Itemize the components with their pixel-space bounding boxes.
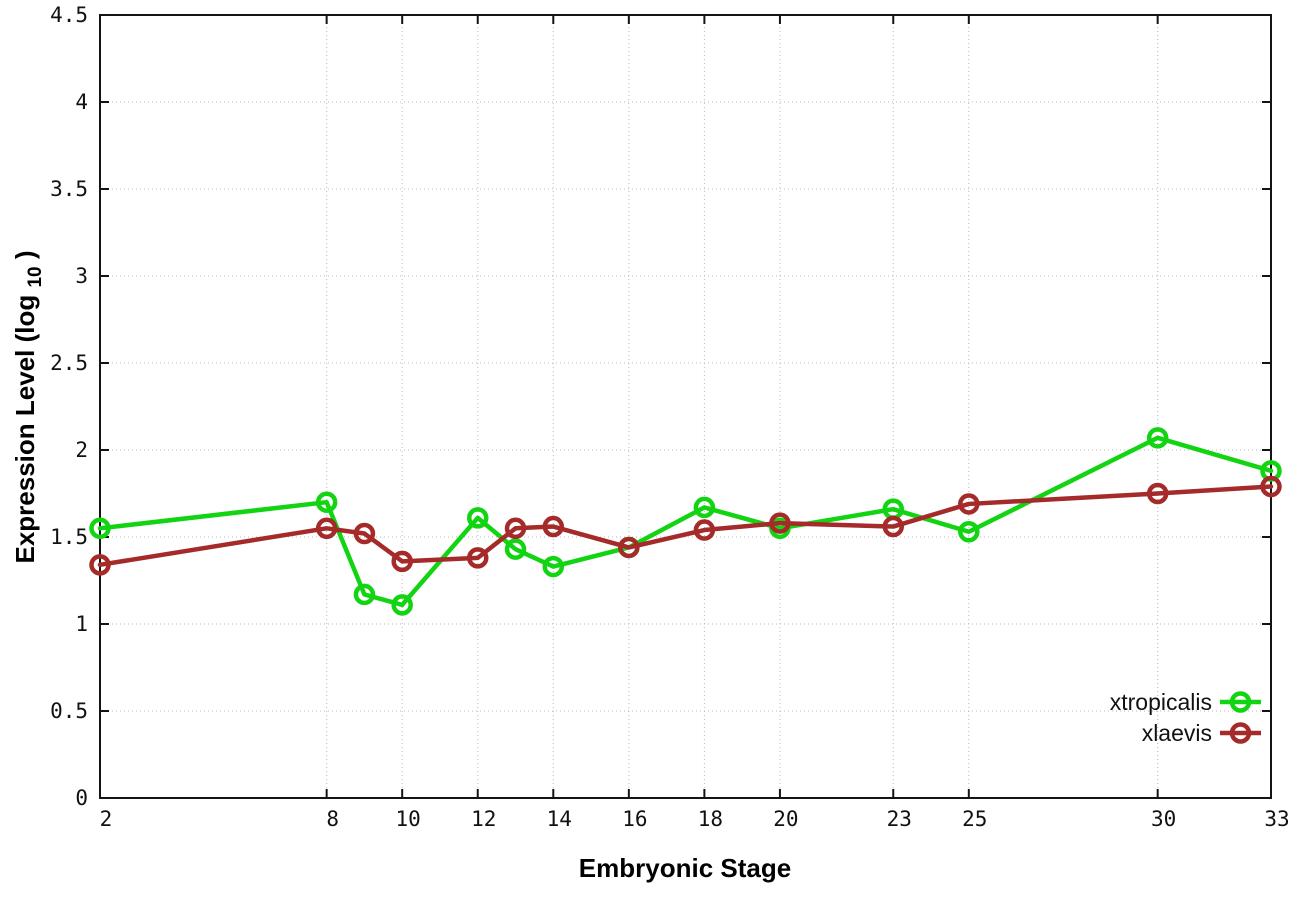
data-point-xlaevis-stage-33 (1260, 475, 1282, 498)
series-xtropicalis (89, 427, 1282, 616)
x-tick-label: 16 (622, 807, 647, 831)
data-point-xlaevis-stage-14 (542, 515, 565, 538)
data-point-xtropicalis-stage-25 (958, 521, 980, 543)
data-point-xlaevis-stage-9 (353, 522, 376, 545)
data-point-xtropicalis-stage-2 (89, 517, 111, 540)
data-point-xtropicalis-stage-18 (693, 496, 716, 519)
data-point-xlaevis-stage-12 (466, 547, 489, 569)
data-point-xtropicalis-stage-8 (315, 491, 338, 513)
legend-marker-circle-xlaevis (1229, 722, 1252, 744)
y-axis-title-subscript: 10 (25, 266, 46, 287)
data-point-xtropicalis-stage-9 (353, 583, 376, 606)
x-tick-label: 18 (698, 807, 723, 831)
x-tick-label: 30 (1151, 807, 1176, 831)
legend-marker-circle-xtropicalis (1229, 691, 1252, 713)
y-tick-label: 1 (75, 612, 88, 636)
y-axis-title-close: ) (10, 250, 40, 259)
data-point-xtropicalis-stage-30 (1146, 427, 1169, 449)
data-point-xtropicalis-stage-10 (391, 594, 413, 616)
y-axis-title: Expression Level (log 10 ) (10, 250, 47, 563)
x-tick-label: 33 (1264, 807, 1289, 831)
x-tick-label: 14 (547, 807, 572, 831)
x-tick-label: 20 (773, 807, 798, 831)
legend-label-xtropicalis: xtropicalis (1110, 689, 1212, 715)
legend-entry-xlaevis: xlaevis (1142, 720, 1261, 746)
x-axis-title: Embryonic Stage (579, 853, 791, 883)
y-tick-label: 2 (75, 438, 88, 462)
data-point-xlaevis-stage-13 (504, 517, 527, 540)
x-tick-label: 2 (100, 807, 113, 831)
data-point-xtropicalis-stage-12 (466, 507, 489, 529)
legend-entry-xtropicalis: xtropicalis (1110, 689, 1261, 715)
y-tick-label: 3 (75, 264, 88, 288)
data-point-xlaevis-stage-23 (882, 515, 905, 538)
y-tick-label: 3.5 (50, 177, 88, 201)
y-tick-label: 0 (75, 786, 88, 810)
x-tick-label: 10 (396, 807, 421, 831)
data-point-xlaevis-stage-25 (958, 493, 980, 515)
legend: xtropicalis xlaevis (1110, 689, 1261, 746)
y-tick-label: 4 (75, 90, 88, 114)
y-tick-label: 4.5 (50, 3, 88, 27)
tick-layer (99, 14, 1272, 799)
y-tick-label: 2.5 (50, 351, 88, 375)
x-tick-label: 23 (887, 807, 912, 831)
data-point-xtropicalis-stage-14 (542, 555, 565, 578)
x-tick-label: 12 (471, 807, 496, 831)
data-point-xlaevis-stage-8 (315, 517, 338, 540)
data-point-xlaevis-stage-10 (391, 550, 413, 573)
plot-area-border (99, 14, 1272, 799)
data-point-xlaevis-stage-2 (89, 554, 111, 576)
series-layer (89, 427, 1282, 616)
data-point-xlaevis-stage-20 (769, 512, 791, 534)
data-point-xlaevis-stage-16 (618, 536, 640, 559)
y-tick-label: 0.5 (50, 699, 88, 723)
x-tick-label: 25 (962, 807, 987, 831)
data-point-xlaevis-stage-30 (1146, 482, 1169, 505)
tick-labels-layer: 2 8 10 12 14 16 18 20 23 25 30 33 0 0.5 1 1.5 2 2.5 3 3.5 4 4… (50, 3, 1290, 831)
data-point-xtropicalis-stage-13 (504, 538, 527, 560)
y-axis-title-main: Expression Level (log (10, 295, 40, 564)
data-point-xlaevis-stage-18 (693, 519, 716, 541)
series-xlaevis (89, 475, 1282, 576)
series-line-xtropicalis (97, 435, 1274, 608)
x-tick-label: 8 (326, 807, 339, 831)
series-line-xlaevis (97, 484, 1274, 568)
grid-layer (100, 15, 1271, 798)
y-tick-label: 1.5 (50, 525, 88, 549)
legend-label-xlaevis: xlaevis (1142, 720, 1212, 746)
